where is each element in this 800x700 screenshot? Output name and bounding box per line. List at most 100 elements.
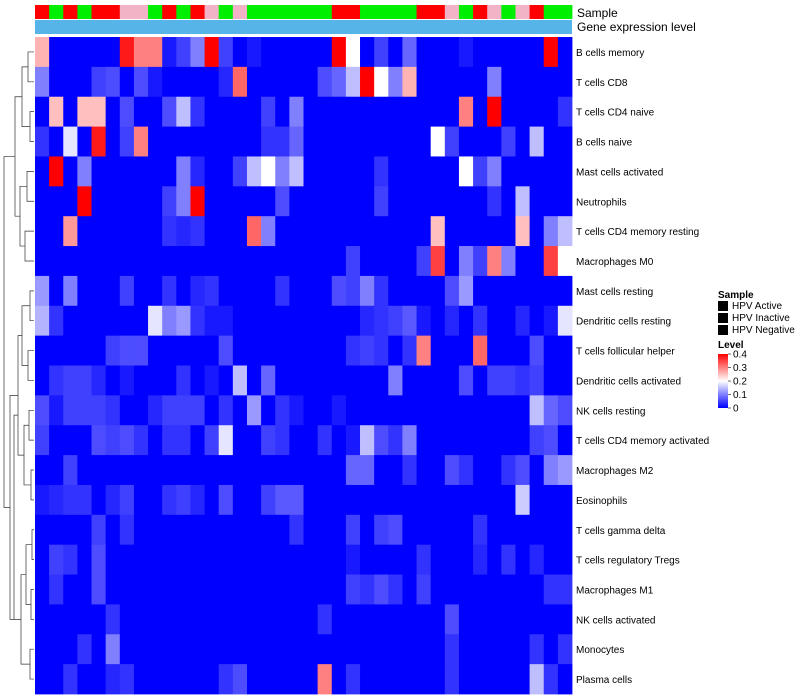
heatmap-cell [487,574,502,605]
heatmap-cell [360,395,375,426]
sample-annotation-cell [416,5,432,19]
heatmap-cell [473,574,488,605]
heatmap-cell [289,514,304,546]
heatmap-cell [515,484,531,516]
heatmap-cell [218,425,234,456]
dendrogram-branch [20,574,30,665]
sample-annotation-cell [91,5,107,19]
heatmap-cell [543,514,559,546]
heatmap-cell [444,66,460,98]
heatmap-cell [303,66,319,98]
heatmap-cell [91,96,107,127]
heatmap-cell [119,37,135,68]
heatmap-cell [416,365,432,396]
heatmap-cell [374,275,389,307]
heatmap-cell [303,664,319,695]
heatmap-cell [388,37,403,68]
heatmap-cell [402,96,417,127]
heatmap-cell [515,395,531,426]
dendrogram-branch [19,185,27,247]
heatmap-cell [119,604,135,635]
heatmap-cell [162,37,177,68]
heatmap-cell [458,484,474,516]
sample-annotation-cell [487,5,502,19]
heatmap-cell [77,275,92,307]
heatmap-cell [148,216,163,247]
heatmap-cell [119,484,135,516]
heatmap-cell [218,37,234,68]
heatmap-cell [557,305,573,337]
row-labels: B cells memory T cells CD8 T cells CD4 nai… [576,48,709,686]
heatmap-cell [63,365,78,396]
heatmap-cell [119,455,135,486]
heatmap-cell [374,305,389,337]
heatmap-cell [232,664,248,695]
heatmap-cell [246,425,262,456]
heatmap-cell [345,425,361,456]
heatmap-cell [557,126,573,157]
heatmap-cell [232,484,248,516]
heatmap-cell [204,37,220,68]
heatmap-cell [190,484,205,516]
heatmap-cell [543,37,559,68]
heatmap-cell [543,66,559,98]
heatmap-cell [105,126,121,157]
heatmap-cell [458,156,474,187]
legend-level-title: Level [718,340,744,351]
heatmap-cell [91,156,107,187]
heatmap-cell [430,156,446,187]
heatmap-cell [176,335,191,366]
heatmap-cell [176,246,191,277]
heatmap-cell [275,275,290,307]
heatmap-cell [148,156,163,187]
heatmap-cell [190,305,205,337]
heatmap-cell [77,246,92,277]
heatmap-cell [162,455,177,486]
heatmap-cell [473,126,488,157]
heatmap-cell [275,484,290,516]
dendrogram-branch [26,171,34,202]
heatmap-cell [501,246,516,277]
heatmap-cell [360,216,375,247]
heatmap-cell [77,634,92,665]
heatmap-cell [458,664,474,695]
heatmap-cell [218,484,234,516]
heatmap-cell [63,395,78,426]
heatmap-cell [119,634,135,665]
heatmap-cell [515,66,531,98]
heatmap-cell [261,425,276,456]
heatmap-cell [176,425,191,456]
heatmap-cell [374,66,389,98]
heatmap-cell [63,514,78,546]
heatmap-cell [204,126,220,157]
dendrogram-branch [28,409,34,441]
legend-sample-label-inactive: HPV Inactive [732,313,790,324]
dendrogram-branch [21,305,30,366]
heatmap-cell [190,66,205,98]
heatmap-cell [303,216,319,247]
heatmap-cell [133,544,149,575]
heatmap-cell [190,574,205,605]
heatmap-cell [218,156,234,187]
heatmap-cell [444,216,460,247]
heatmap-cell [388,216,403,247]
heatmap-cell [388,574,403,605]
heatmap-cell [49,365,64,396]
heatmap-cell [204,664,220,695]
heatmap-cell [317,425,333,456]
heatmap-cell [261,664,276,695]
heatmap-cell [218,634,234,665]
heatmap-cell [63,634,78,665]
heatmap-cell [331,186,347,217]
heatmap-cell [360,664,375,695]
heatmap-cell [402,37,417,68]
sample-annotation-cell [190,5,205,19]
heatmap-cell [501,66,516,98]
row-label: Plasma cells [576,675,632,686]
heatmap-cell [261,96,276,127]
heatmap-cell [501,305,516,337]
heatmap-cell [190,365,205,396]
heatmap-cell [444,425,460,456]
heatmap-cell [91,574,107,605]
heatmap-cell [317,126,333,157]
